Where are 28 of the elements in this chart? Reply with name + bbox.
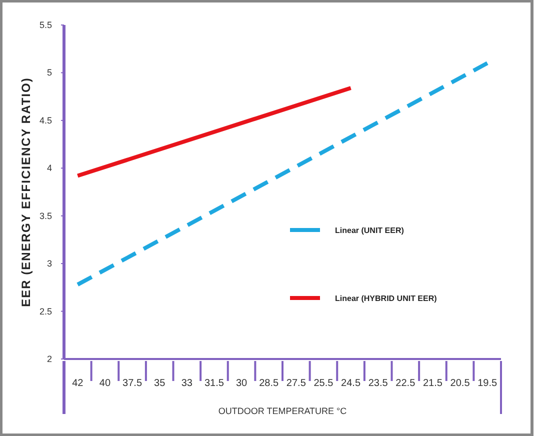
x-tick-label: 31.5 bbox=[204, 378, 224, 389]
x-tick-label: 28.5 bbox=[259, 378, 280, 389]
x-axis-title: OUTDOOR TEMPERATURE °C bbox=[218, 406, 348, 416]
x-tick-label: 25.5 bbox=[314, 378, 334, 389]
x-tick-label: 23.5 bbox=[368, 378, 388, 389]
x-tick-label: 22.5 bbox=[396, 378, 416, 389]
y-tick-label: 4.5 bbox=[39, 115, 52, 126]
y-tick-label: 5.5 bbox=[39, 20, 52, 30]
x-tick-label: 35 bbox=[154, 378, 166, 389]
x-tick-label: 40 bbox=[99, 378, 111, 389]
legend-label: Linear (HYBRID UNIT EER) bbox=[335, 294, 438, 303]
x-tick-label: 42 bbox=[72, 378, 84, 389]
x-tick-label: 30 bbox=[236, 378, 248, 389]
x-tick-label: 27.5 bbox=[286, 378, 306, 389]
y-axis-title: EER (ENERGY EFFICIENCY RATIO) bbox=[19, 77, 33, 307]
y-tick-label: 3.5 bbox=[39, 210, 52, 221]
legend-label: Linear (UNIT EER) bbox=[335, 226, 404, 235]
x-tick-label: 20.5 bbox=[450, 378, 470, 389]
x-tick-label: 24.5 bbox=[341, 378, 361, 389]
x-tick-label: 33 bbox=[181, 378, 193, 389]
x-tick-label: 19.5 bbox=[478, 378, 498, 389]
x-tick-label: 37.5 bbox=[122, 378, 142, 389]
y-tick-label: 4 bbox=[46, 163, 52, 174]
y-tick-label: 3 bbox=[46, 258, 52, 269]
y-tick-label: 5 bbox=[46, 68, 52, 78]
y-tick-label: 2 bbox=[46, 354, 52, 364]
x-tick-label: 21.5 bbox=[422, 378, 443, 389]
y-tick-label: 2.5 bbox=[39, 306, 52, 316]
